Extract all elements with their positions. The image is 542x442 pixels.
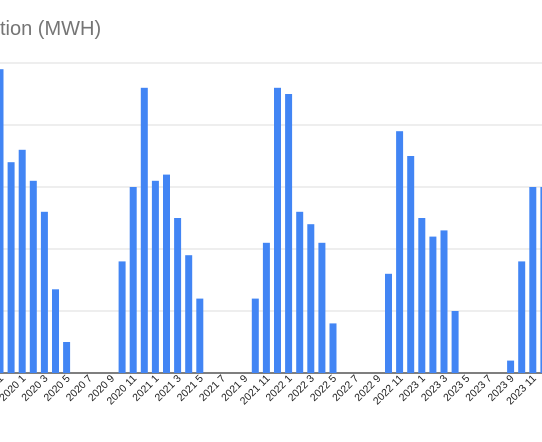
bar-2023-11 (529, 187, 537, 373)
bar-2023-3 (440, 230, 448, 373)
bar-2022-4 (318, 242, 326, 373)
bar-2020-1 (18, 149, 26, 373)
bar-2021-11 (262, 242, 270, 373)
bar-2022-11 (396, 131, 404, 373)
bar-2020-3 (40, 211, 48, 373)
bar-2023-2 (429, 236, 437, 373)
bar-2020-10 (118, 261, 126, 373)
bar-2023-10 (518, 261, 526, 373)
bar-2022-10 (385, 273, 392, 373)
chart-title: tion (MWH) (0, 18, 102, 40)
bar-2019-11 (0, 69, 4, 373)
bar-2022-3 (307, 224, 315, 373)
bar-2021-12 (274, 87, 281, 374)
bar-2020-12 (140, 87, 148, 374)
bar-2023-12 (540, 187, 542, 373)
bar-2021-2 (163, 174, 170, 373)
bar-2023-4 (451, 311, 459, 373)
bar-2023-9 (507, 360, 515, 373)
bar-2020-5 (63, 342, 71, 373)
bar-2021-5 (196, 298, 204, 373)
bar-2019-12 (7, 162, 15, 373)
bar-2022-2 (296, 211, 304, 373)
bar-2022-12 (407, 156, 415, 373)
bar-2020-11 (129, 187, 137, 373)
bar-2022-1 (285, 94, 293, 373)
bar-2020-4 (52, 289, 59, 373)
x-tick-label: 1 (0, 373, 6, 386)
bar-2020-2 (29, 180, 37, 373)
bar-2021-10 (251, 298, 259, 373)
bar-2022-5 (329, 323, 337, 373)
bar-2021-3 (174, 218, 182, 373)
bar-2021-4 (185, 255, 193, 373)
bar-2021-1 (151, 180, 159, 373)
bar-2023-1 (418, 218, 426, 373)
